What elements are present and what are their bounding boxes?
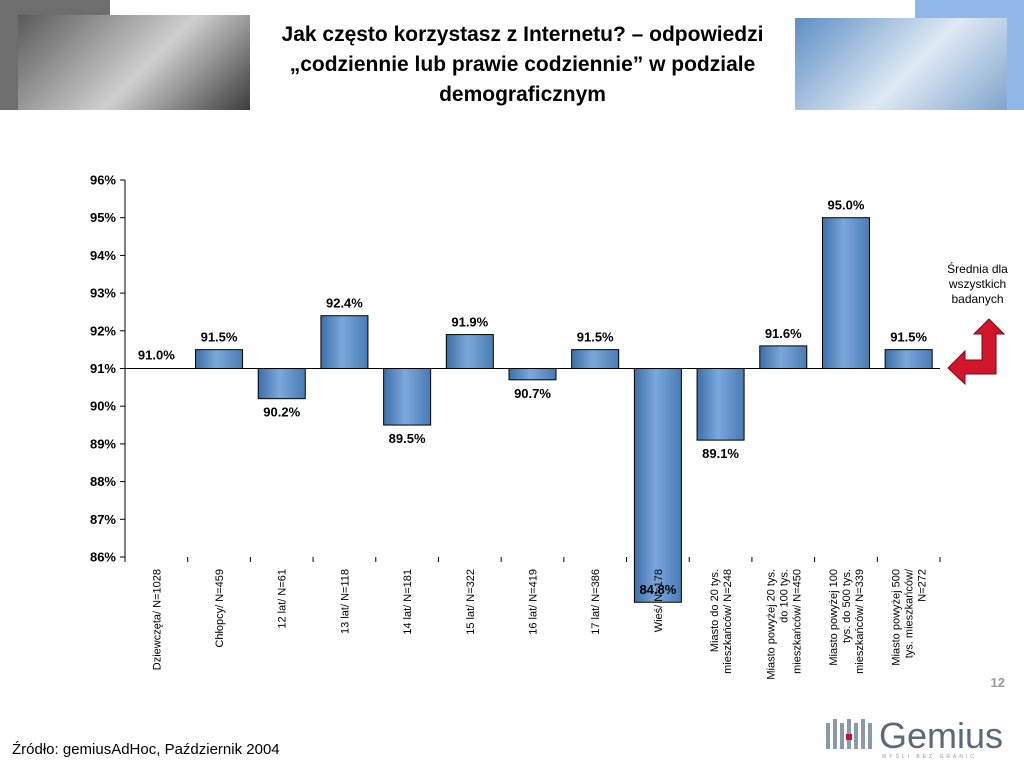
x-category-label-line: 13 lat/ N=118	[339, 569, 351, 634]
gemius-logo: Gemius MYŚLI BEZ GRANIC	[822, 715, 1018, 761]
y-tick-label: 94%	[90, 248, 116, 263]
bar	[759, 345, 808, 370]
corner-decoration-left	[0, 0, 110, 15]
x-category-label-line: 16 lat/ N=419	[528, 569, 540, 635]
bar-value-label: 84.8%	[639, 582, 676, 597]
x-category-label-line: Dziewczęta/ N=1028	[151, 569, 163, 670]
bar-value-label: 92.4%	[326, 296, 363, 311]
x-category-label: Miasto powyżej 500tys. mieszkańców/N=272	[891, 568, 929, 666]
page-number: 12	[990, 675, 1005, 690]
x-category-label-line: 14 lat/ N=181	[402, 569, 414, 635]
y-tick-label: 90%	[90, 399, 116, 414]
x-category-label-line: do 100 tys.	[778, 569, 790, 623]
bar-value-label: 90.7%	[514, 386, 551, 401]
x-category-label: Miasto do 20 tys.mieszkańców/ N=248	[709, 569, 734, 674]
bar-value-label: 89.5%	[389, 431, 426, 446]
bar	[195, 349, 244, 369]
bar-value-label: 91.0%	[138, 348, 175, 363]
bar-value-label: 91.9%	[451, 315, 488, 330]
source-note: Źródło: gemiusAdHoc, Październik 2004	[12, 741, 280, 758]
gemius-logo-mark	[826, 719, 872, 749]
bar-value-label: 90.2%	[263, 405, 300, 420]
x-category-label-line: 17 lat/ N=386	[590, 569, 602, 635]
x-category-label: Wieś/ N=178	[653, 569, 665, 632]
x-category-label-line: Miasto powyżej 100	[828, 569, 840, 666]
x-category-label-line: Miasto powyżej 20 tys.	[765, 569, 777, 680]
bar-value-label: 91.5%	[890, 330, 927, 345]
y-tick-label: 89%	[90, 436, 116, 451]
x-category-label-line: 15 lat/ N=322	[465, 569, 477, 635]
x-category-label-line: Wieś/ N=178	[653, 569, 665, 632]
y-tick-label: 86%	[90, 550, 116, 565]
x-category-label: 14 lat/ N=181	[402, 569, 414, 635]
x-category-label-line: N=272	[917, 569, 929, 602]
y-tick-label: 87%	[90, 512, 116, 527]
x-category-label: Miasto powyżej 100tys. do 500 tys.mieszk…	[828, 569, 866, 674]
bar	[445, 334, 494, 370]
y-tick-label: 92%	[90, 323, 116, 338]
y-tick-label: 93%	[90, 286, 116, 301]
logo-wordmark: Gemius	[879, 715, 1004, 756]
bar	[508, 368, 557, 381]
bar-value-label: 95.0%	[828, 198, 865, 213]
average-note: Średnia dla wszystkich badanych	[947, 262, 1008, 306]
x-category-label-line: mieszkańców/ N=248	[722, 569, 734, 674]
x-category-label-line: 12 lat/ N=61	[277, 569, 289, 629]
bar-value-label: 89.1%	[702, 446, 739, 461]
bar-value-label: 91.6%	[765, 326, 802, 341]
bar	[571, 349, 620, 369]
x-category-label-line: Chłopcy/ N=459	[214, 569, 226, 648]
bar	[696, 368, 745, 441]
x-category-label-line: tys. do 500 tys.	[841, 569, 853, 643]
logo-tagline: MYŚLI BEZ GRANIC	[882, 754, 977, 760]
slide-title: Jak często korzystasz z Internetu? – odp…	[281, 23, 764, 106]
bar	[320, 315, 369, 369]
bar-value-label: 91.5%	[577, 330, 614, 345]
arrow-icon	[947, 318, 1006, 386]
x-category-label: Dziewczęta/ N=1028	[151, 569, 163, 670]
photo-teen-at-computer-right	[795, 18, 1007, 110]
y-tick-label: 91%	[90, 361, 116, 376]
x-category-label: 17 lat/ N=386	[590, 569, 602, 635]
x-category-label: 13 lat/ N=118	[339, 569, 351, 634]
corner-decoration-right	[915, 0, 1024, 18]
photo-teen-at-computer-left	[18, 15, 250, 110]
x-category-label: 16 lat/ N=419	[528, 569, 540, 635]
bar	[383, 368, 432, 426]
x-category-label-line: Miasto do 20 tys.	[709, 569, 721, 652]
x-category-label-line: mieszkańców/ N=339	[854, 569, 866, 674]
bar	[257, 368, 306, 400]
x-category-label-line: mieszkańców/ N=450	[791, 569, 803, 674]
bar	[884, 349, 933, 369]
bar-value-label: 91.5%	[201, 330, 238, 345]
y-tick-label: 88%	[90, 474, 116, 489]
corner-decoration-left-side	[0, 15, 18, 110]
x-category-label: 12 lat/ N=61	[277, 569, 289, 629]
x-category-label: Miasto powyżej 20 tys.do 100 tys.mieszka…	[765, 569, 803, 680]
corner-decoration-right-side	[1007, 18, 1024, 110]
x-category-label-line: Miasto powyżej 500	[891, 569, 903, 666]
x-category-label: Chłopcy/ N=459	[214, 569, 226, 648]
x-category-label: 15 lat/ N=322	[465, 569, 477, 635]
bar	[633, 368, 682, 603]
x-category-label-line: tys. mieszkańców/	[904, 568, 916, 658]
y-tick-label: 95%	[90, 210, 116, 225]
bar	[821, 217, 870, 369]
y-tick-label: 96%	[90, 173, 116, 188]
